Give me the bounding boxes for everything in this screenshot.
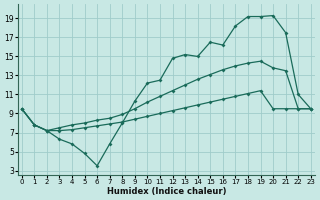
- X-axis label: Humidex (Indice chaleur): Humidex (Indice chaleur): [107, 187, 226, 196]
